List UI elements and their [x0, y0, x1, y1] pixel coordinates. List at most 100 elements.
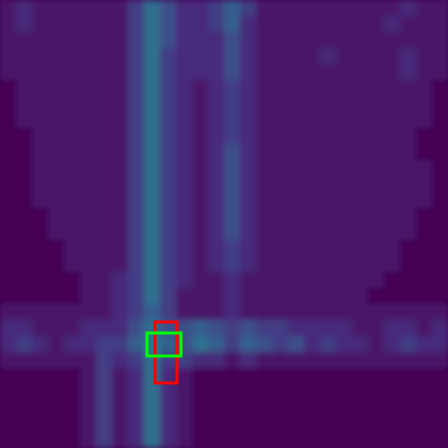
- heatmap-cell: [144, 432, 161, 448]
- heatmap-cell: [176, 256, 193, 273]
- heatmap-cell: [432, 224, 448, 241]
- heatmap-cell: [432, 96, 448, 113]
- heatmap-cell: [240, 400, 257, 417]
- heatmap-cell: [416, 384, 433, 401]
- heatmap-cell: [80, 352, 97, 369]
- heatmap-cell: [32, 128, 49, 145]
- heatmap-cell: [80, 112, 97, 129]
- heatmap-cell: [32, 160, 49, 177]
- heatmap-cell: [400, 288, 417, 305]
- heatmap-cell: [368, 256, 385, 273]
- heatmap-cell: [352, 32, 369, 49]
- heatmap-cell: [208, 400, 225, 417]
- heatmap-cell: [64, 224, 81, 241]
- heatmap-cell: [320, 144, 337, 161]
- heatmap-cell: [368, 432, 385, 448]
- heatmap-cell: [16, 128, 33, 145]
- heatmap-cell: [48, 240, 65, 257]
- heatmap-cell: [128, 432, 145, 448]
- heatmap-cell: [208, 64, 225, 81]
- heatmap-cell: [288, 368, 305, 385]
- heatmap-cell: [16, 336, 33, 353]
- heatmap-cell: [368, 128, 385, 145]
- heatmap-cell: [224, 288, 241, 305]
- heatmap-cell: [32, 272, 49, 289]
- heatmap-cell: [96, 288, 113, 305]
- heatmap-cell: [224, 336, 241, 353]
- heatmap-cell: [400, 128, 417, 145]
- heatmap-cell: [208, 352, 225, 369]
- heatmap-cell: [64, 192, 81, 209]
- heatmap-cell: [272, 304, 289, 321]
- heatmap-cell: [80, 400, 97, 417]
- heatmap-cell: [208, 432, 225, 448]
- heatmap-cell: [240, 128, 257, 145]
- heatmap-cell: [320, 80, 337, 97]
- heatmap-cell: [112, 304, 129, 321]
- heatmap-cell: [368, 384, 385, 401]
- heatmap-cell: [272, 336, 289, 353]
- heatmap-cell: [112, 64, 129, 81]
- heatmap-cell: [240, 352, 257, 369]
- heatmap-cell: [432, 416, 448, 433]
- heatmap-cell: [368, 224, 385, 241]
- heatmap-cell: [240, 208, 257, 225]
- heatmap-cell: [80, 288, 97, 305]
- heatmap-cell: [432, 240, 448, 257]
- heatmap-cell: [400, 80, 417, 97]
- heatmap-cell: [432, 64, 448, 81]
- heatmap-cell: [272, 224, 289, 241]
- heatmap-cell: [16, 256, 33, 273]
- heatmap-cell: [64, 176, 81, 193]
- heatmap-cell: [0, 384, 17, 401]
- heatmap-cell: [0, 224, 17, 241]
- heatmap-cell: [416, 272, 433, 289]
- heatmap-cell: [240, 192, 257, 209]
- heatmap-cell: [80, 208, 97, 225]
- heatmap-cell: [272, 288, 289, 305]
- heatmap-cell: [384, 160, 401, 177]
- heatmap-cell: [48, 368, 65, 385]
- heatmap-cell: [176, 304, 193, 321]
- heatmap-cell: [384, 384, 401, 401]
- heatmap-cell: [176, 208, 193, 225]
- heatmap-cell: [48, 256, 65, 273]
- heatmap-cell: [16, 96, 33, 113]
- heatmap-cell: [368, 16, 385, 33]
- heatmap-cell: [384, 0, 401, 17]
- heatmap-cell: [224, 48, 241, 65]
- heatmap-cell: [32, 112, 49, 129]
- heatmap-cell: [0, 112, 17, 129]
- heatmap-cell: [32, 240, 49, 257]
- heatmap-cell: [304, 368, 321, 385]
- heatmap-cell: [144, 80, 161, 97]
- heatmap-cell: [320, 160, 337, 177]
- heatmap-cell: [32, 304, 49, 321]
- heatmap-cell: [304, 240, 321, 257]
- heatmap-cell: [176, 400, 193, 417]
- heatmap-cell: [0, 16, 17, 33]
- heatmap-cell: [208, 16, 225, 33]
- heatmap-cell: [304, 64, 321, 81]
- heatmap-cell: [16, 240, 33, 257]
- heatmap-cell: [336, 144, 353, 161]
- heatmap-cell: [160, 432, 177, 448]
- heatmap-cell: [160, 304, 177, 321]
- heatmap-cell: [128, 80, 145, 97]
- heatmap-cell: [304, 432, 321, 448]
- heatmap-cell: [336, 160, 353, 177]
- heatmap-cell: [176, 432, 193, 448]
- heatmap-cell: [176, 80, 193, 97]
- heatmap-cell: [416, 352, 433, 369]
- heatmap-cell: [336, 80, 353, 97]
- heatmap-cell: [288, 144, 305, 161]
- heatmap-cell: [96, 272, 113, 289]
- heatmap-cell: [32, 288, 49, 305]
- heatmap-cell: [32, 64, 49, 81]
- heatmap-cell: [400, 16, 417, 33]
- heatmap-cell: [192, 96, 209, 113]
- heatmap-cell: [96, 176, 113, 193]
- heatmap-cell: [224, 256, 241, 273]
- heatmap-cell: [272, 416, 289, 433]
- heatmap-cell: [224, 96, 241, 113]
